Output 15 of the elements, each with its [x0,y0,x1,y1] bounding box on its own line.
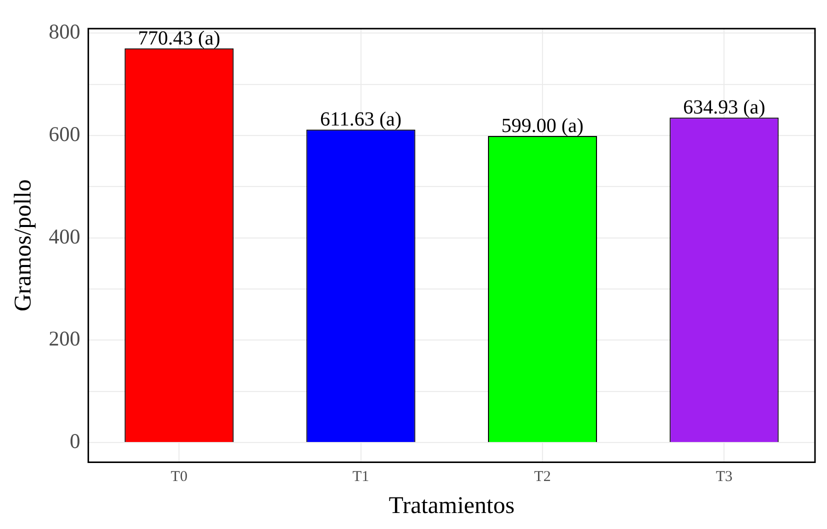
y-tick-label: 800 [48,20,80,44]
x-tick-label: T2 [534,469,551,486]
y-tick-label: 0 [70,429,80,454]
data-label: 611.63 (a) [320,108,402,131]
y-tick-label: 400 [48,224,80,248]
data-label: 599.00 (a) [501,115,584,138]
x-tick-label: T3 [716,469,732,486]
y-tick-label: 200 [48,326,80,351]
y-axis-title: Gramos/pollo [10,179,37,312]
y-tick-label: 600 [48,122,80,146]
x-tick-label: T1 [352,469,370,486]
x-axis-title: Tratamientos [388,492,515,519]
data-label: 770.43 (a) [138,27,220,50]
x-tick-label: T0 [170,469,188,486]
data-label: 634.93 (a) [683,96,766,119]
